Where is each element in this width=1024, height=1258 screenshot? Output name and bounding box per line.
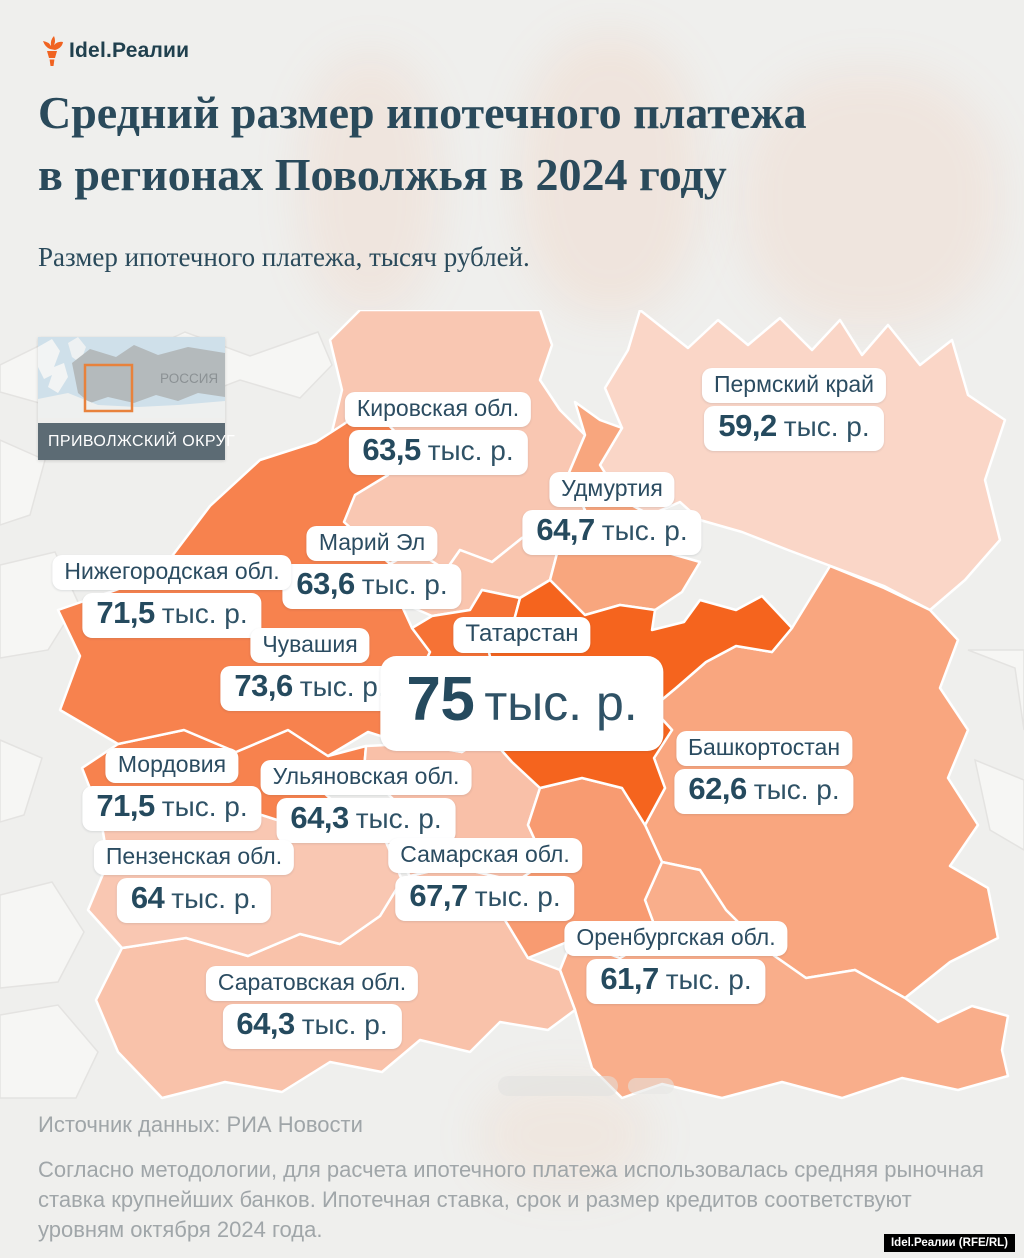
region-value: 75 тыс. р. <box>380 656 664 751</box>
region-name: Ульяновская обл. <box>260 760 472 795</box>
map-label-nizhegorodskaya: Нижегородская обл. 71,5 тыс. р. <box>52 555 292 638</box>
methodology-note: Согласно методологии, для расчета ипотеч… <box>38 1157 984 1242</box>
inset-highlight-rect <box>83 363 134 413</box>
region-value: 62,6 тыс. р. <box>674 769 854 814</box>
decorative-blob <box>740 70 1000 330</box>
brand-logo: Idel.Реалии <box>38 36 189 66</box>
data-source: Источник данных: РИА Новости <box>38 1112 363 1137</box>
map-label-kirovskaya: Кировская обл. 63,5 тыс. р. <box>344 392 532 475</box>
region-name: Саратовская обл. <box>205 966 419 1001</box>
brand-name: Idel.Реалии <box>69 39 190 62</box>
region-name: Кировская обл. <box>344 392 532 427</box>
region-value: 63,6 тыс. р. <box>282 564 462 609</box>
map-label-saratovskaya: Саратовская обл. 64,3 тыс. р. <box>205 966 419 1049</box>
map-label-mordovia: Мордовия 71,5 тыс. р. <box>82 748 262 831</box>
region-name: Пензенская обл. <box>93 840 295 875</box>
region-value: 67,7 тыс. р. <box>395 876 575 921</box>
region-value: 59,2 тыс. р. <box>704 406 884 451</box>
region-name: Татарстан <box>453 617 591 653</box>
region-value: 64 тыс. р. <box>116 878 272 923</box>
inset-map-svg: РОССИЯ <box>38 337 225 418</box>
decorative-blob <box>520 35 700 315</box>
map-label-tatarstan: Татарстан 75 тыс. р. <box>380 617 664 751</box>
title-line-2: в регионах Поволжья в 2024 году <box>38 149 727 200</box>
map-label-chuvashia: Чувашия 73,6 тыс. р. <box>220 628 400 711</box>
region-value: 71,5 тыс. р. <box>82 786 262 831</box>
attribution-badge: Idel.Реалии (RFE/RL) <box>883 1234 1015 1252</box>
decorative-blob <box>300 55 440 315</box>
watermark <box>498 1076 674 1096</box>
torch-icon <box>43 36 63 66</box>
page-title: Средний размер ипотечного платежа в реги… <box>38 82 807 206</box>
map-label-mariy-el: Марий Эл 63,6 тыс. р. <box>282 526 462 609</box>
inset-locator-map: РОССИЯ ПРИВОЛЖСКИЙ ОКРУГ <box>38 337 235 460</box>
map-label-orenburgskaya: Оренбургская обл. 61,7 тыс. р. <box>564 921 788 1004</box>
region-value: 71,5 тыс. р. <box>82 593 262 638</box>
region-name: Башкортостан <box>675 731 853 766</box>
region-value: 64,7 тыс. р. <box>522 510 702 555</box>
region-value: 63,5 тыс. р. <box>348 430 528 475</box>
region-name: Мордовия <box>105 748 239 783</box>
map-label-samarskaya: Самарская обл. 67,7 тыс. р. <box>388 838 582 921</box>
map-label-udmurtia: Удмуртия 64,7 тыс. р. <box>522 472 702 555</box>
region-name: Нижегородская обл. <box>52 555 292 590</box>
inset-russia-landmass <box>72 345 225 403</box>
region-name: Самарская обл. <box>388 838 582 873</box>
inset-scandinavia <box>38 339 68 393</box>
region-name: Марий Эл <box>306 526 438 561</box>
region-name: Пермский край <box>701 368 887 403</box>
map-label-permskiy-kray: Пермский край 59,2 тыс. р. <box>701 368 887 451</box>
region-value: 64,3 тыс. р. <box>222 1004 402 1049</box>
inset-country-label: РОССИЯ <box>160 371 218 386</box>
map-label-penzenskaya: Пензенская обл. 64 тыс. р. <box>93 840 295 923</box>
region-value: 61,7 тыс. р. <box>586 959 766 1004</box>
region-name: Удмуртия <box>549 472 675 507</box>
map-label-ulyanovskaya: Ульяновская обл. 64,3 тыс. р. <box>260 760 472 843</box>
region-name: Оренбургская обл. <box>564 921 788 956</box>
region-value: 73,6 тыс. р. <box>220 666 400 711</box>
region-name: Чувашия <box>250 628 370 663</box>
page-subtitle: Размер ипотечного платежа, тысяч рублей. <box>38 242 530 272</box>
map-label-bashkortostan: Башкортостан 62,6 тыс. р. <box>674 731 854 814</box>
title-line-1: Средний размер ипотечного платежа <box>38 87 807 138</box>
region-value: 64,3 тыс. р. <box>276 798 456 843</box>
inset-district-label: ПРИВОЛЖСКИЙ ОКРУГ <box>38 423 235 460</box>
choropleth-map: РОССИЯ ПРИВОЛЖСКИЙ ОКРУГ Кировская обл. … <box>0 310 1024 1100</box>
